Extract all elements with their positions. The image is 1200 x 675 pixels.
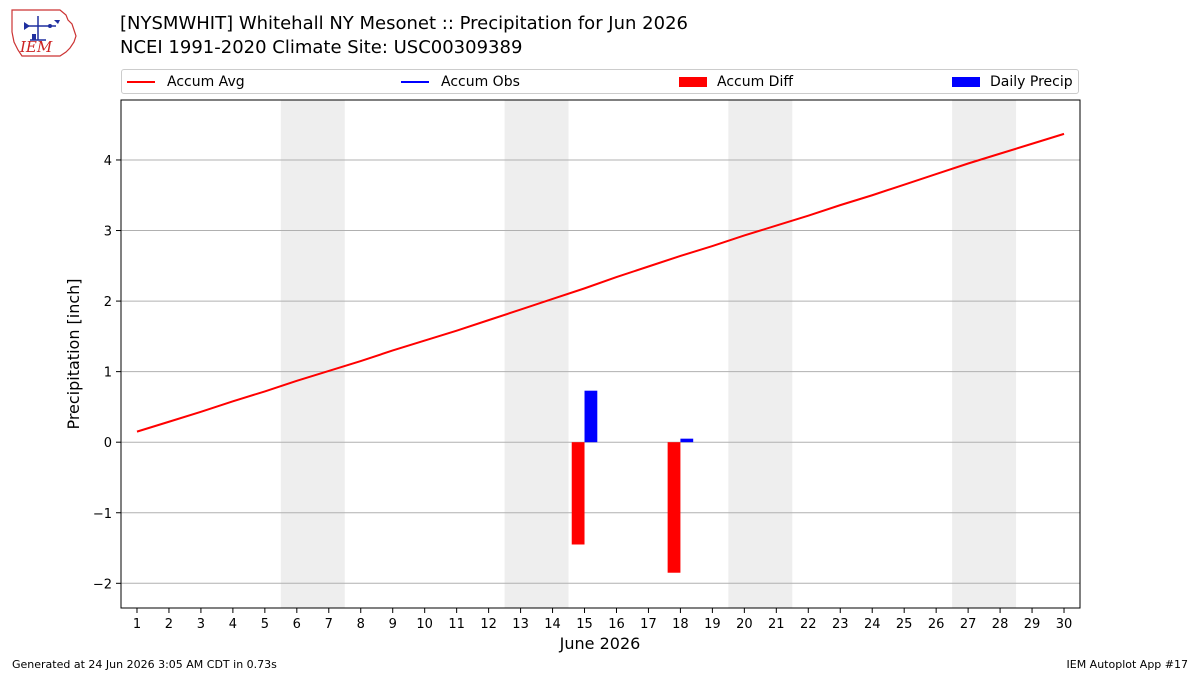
x-tick-label: 28 — [992, 617, 1009, 632]
x-tick-label: 26 — [928, 617, 945, 632]
x-tick-label: 19 — [704, 617, 721, 632]
y-axis-ticks: −2 −1 0 1 2 3 4 — [93, 154, 121, 592]
series-lines — [136, 132, 1065, 433]
x-tick-label: 30 — [1056, 617, 1073, 632]
gridlines — [121, 159, 1080, 584]
x-tick-label: 22 — [800, 617, 817, 632]
x-tick-label: 25 — [896, 617, 913, 632]
x-tick-label: 5 — [261, 617, 269, 632]
x-tick-label: 20 — [736, 617, 753, 632]
chart-title: [NYSMWHIT] Whitehall NY Mesonet :: Preci… — [120, 13, 688, 34]
legend-item-daily-precip: Daily Precip — [952, 73, 1073, 91]
x-tick-label: 13 — [512, 617, 529, 632]
x-tick-label: 24 — [864, 617, 881, 632]
x-tick-label: 27 — [960, 617, 977, 632]
y-tick-label: 4 — [104, 154, 112, 169]
x-axis-ticks: 1 2 3 4 5 6 7 8 9 10 11 12 13 14 15 16 17 18 19 20 21 22 23 24 2… — [133, 608, 1072, 632]
footer-app-text: IEM Autoplot App #17 — [1066, 658, 1189, 671]
x-tick-label: 10 — [416, 617, 433, 632]
legend-item-accum-diff: Accum Diff — [679, 73, 793, 91]
y-tick-label: −2 — [93, 577, 112, 592]
x-tick-label: 15 — [576, 617, 593, 632]
x-tick-label: 17 — [640, 617, 657, 632]
iem-logo: IEM — [11, 9, 77, 57]
legend-label-accum-avg: Accum Avg — [167, 74, 245, 90]
x-tick-label: 12 — [480, 617, 497, 632]
x-tick-label: 1 — [133, 617, 141, 632]
daily-precip-bar — [680, 438, 694, 443]
logo-text: IEM — [19, 38, 53, 56]
weekend-band — [504, 100, 569, 608]
chart-subtitle: NCEI 1991-2020 Climate Site: USC00309389 — [120, 37, 523, 58]
weekend-band — [728, 100, 793, 608]
x-tick-label: 7 — [325, 617, 333, 632]
x-tick-label: 29 — [1024, 617, 1041, 632]
x-tick-label: 14 — [544, 617, 561, 632]
legend-swatch-accum-obs — [401, 81, 429, 83]
x-tick-label: 23 — [832, 617, 849, 632]
x-tick-label: 9 — [389, 617, 397, 632]
accum-avg-line — [136, 132, 1065, 433]
legend-label-accum-diff: Accum Diff — [717, 74, 794, 90]
x-tick-label: 4 — [229, 617, 237, 632]
x-tick-label: 8 — [357, 617, 365, 632]
weekend-band — [952, 100, 1017, 608]
bars — [571, 390, 694, 573]
legend-item-accum-obs: Accum Obs — [401, 73, 520, 91]
daily-precip-bar — [584, 390, 598, 443]
x-tick-label: 18 — [672, 617, 689, 632]
x-tick-label: 21 — [768, 617, 785, 632]
y-tick-label: −1 — [93, 507, 112, 522]
legend-swatch-accum-diff — [679, 77, 707, 87]
x-tick-label: 11 — [448, 617, 465, 632]
weekend-band — [280, 100, 345, 608]
y-tick-label: 2 — [104, 295, 112, 310]
accum-diff-bar — [667, 442, 681, 573]
y-tick-label: 3 — [104, 225, 112, 240]
x-tick-label: 3 — [197, 617, 205, 632]
x-axis-label: June 2026 — [559, 634, 641, 653]
weather-station-icon — [24, 16, 60, 41]
legend-label-accum-obs: Accum Obs — [441, 74, 520, 90]
legend-swatch-accum-avg — [127, 81, 155, 83]
weekend-bands — [280, 100, 1017, 608]
x-tick-label: 6 — [293, 617, 301, 632]
legend-item-accum-avg: Accum Avg — [127, 73, 245, 91]
y-tick-label: 1 — [104, 366, 112, 381]
legend-label-daily-precip: Daily Precip — [990, 74, 1073, 90]
y-tick-label: 0 — [104, 436, 112, 451]
legend: Accum Avg Accum Obs Accum Diff Daily Pre… — [121, 69, 1079, 94]
plot-frame — [120, 99, 1081, 609]
x-tick-label: 2 — [165, 617, 173, 632]
footer-generated-text: Generated at 24 Jun 2026 3:05 AM CDT in … — [12, 658, 277, 671]
legend-swatch-daily-precip — [952, 77, 980, 87]
accum-diff-bar — [571, 442, 585, 545]
y-axis-label: Precipitation [inch] — [64, 278, 83, 429]
x-tick-label: 16 — [608, 617, 625, 632]
